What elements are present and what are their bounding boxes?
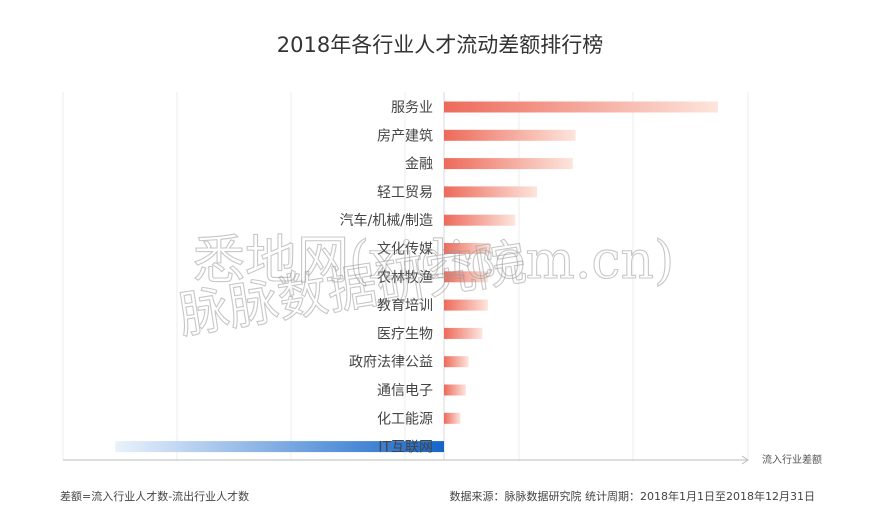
bars	[115, 101, 718, 453]
bar	[444, 327, 483, 339]
category-label: 房产建筑	[377, 128, 433, 144]
bar	[444, 101, 718, 113]
chart-title: 2018年各行业人才流动差额排行榜	[277, 33, 603, 57]
category-label: IT互联网	[378, 440, 433, 456]
footnote: 差额=流入行业人才数-流出行业人才数	[60, 489, 249, 503]
bar	[444, 356, 469, 368]
source-note: 数据来源：脉脉数据研究院 统计周期：2018年1月1日至2018年12月31日	[450, 489, 815, 503]
bar	[444, 271, 488, 283]
bar	[444, 243, 491, 254]
category-label: 化工能源	[377, 411, 433, 427]
category-label: 农林牧渔	[377, 270, 433, 286]
bar	[444, 129, 576, 141]
bar	[444, 214, 516, 226]
x-axis-arrow	[741, 455, 749, 465]
category-label: 金融	[405, 157, 433, 173]
category-labels: 服务业房产建筑金融轻工贸易汽车/机械/制造文化传媒农林牧渔教育培训医疗生物政府法…	[340, 100, 433, 456]
bar	[115, 441, 444, 453]
category-label: 教育培训	[377, 298, 433, 314]
grid	[62, 92, 749, 460]
bar	[444, 299, 488, 311]
bar	[444, 186, 538, 198]
bar	[444, 412, 461, 424]
category-label: 服务业	[391, 100, 433, 116]
category-label: 政府法律公益	[349, 355, 433, 371]
x-axis-label: 流入行业差额	[762, 453, 822, 466]
category-label: 医疗生物	[377, 326, 433, 342]
bar	[444, 384, 466, 396]
category-label: 文化传媒	[377, 242, 433, 258]
category-label: 汽车/机械/制造	[340, 212, 433, 229]
category-label: 通信电子	[377, 383, 433, 399]
category-label: 轻工贸易	[377, 185, 433, 201]
bar	[444, 158, 573, 170]
watermark-line1: 悉地网(xidicom.cn)	[193, 231, 674, 291]
